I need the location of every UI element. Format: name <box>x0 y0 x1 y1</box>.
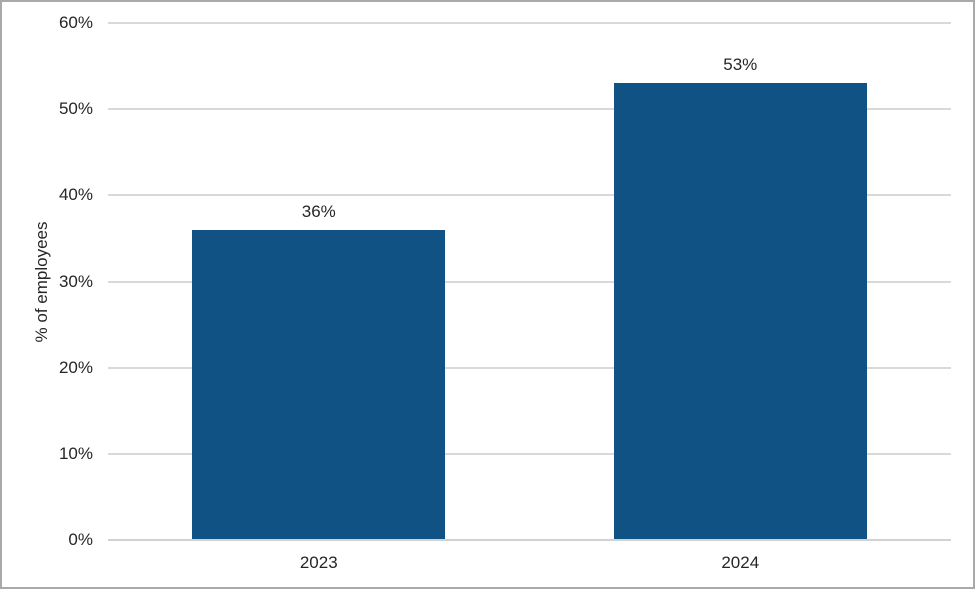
x-tick-label-2024: 2024 <box>721 553 760 572</box>
plot-area <box>108 22 951 541</box>
x-axis-line <box>108 539 951 541</box>
y-tick-label-60pct: 60% <box>58 13 93 32</box>
gridline-60 <box>108 22 951 24</box>
data-label-2023: 36% <box>301 201 336 221</box>
data-label-2024: 53% <box>723 55 758 75</box>
y-tick-label-0pct: 0% <box>68 530 93 549</box>
bar-2023 <box>192 229 446 540</box>
y-tick-label-10pct: 10% <box>58 443 93 463</box>
x-tick-label-2023: 2023 <box>299 553 338 572</box>
y-tick-label-40pct: 40% <box>58 185 93 205</box>
bar-2024 <box>613 83 867 540</box>
y-tick-label-50pct: 50% <box>58 99 93 119</box>
y-tick-label-30pct: 30% <box>58 271 93 291</box>
y-tick-label-20pct: 20% <box>58 357 93 377</box>
